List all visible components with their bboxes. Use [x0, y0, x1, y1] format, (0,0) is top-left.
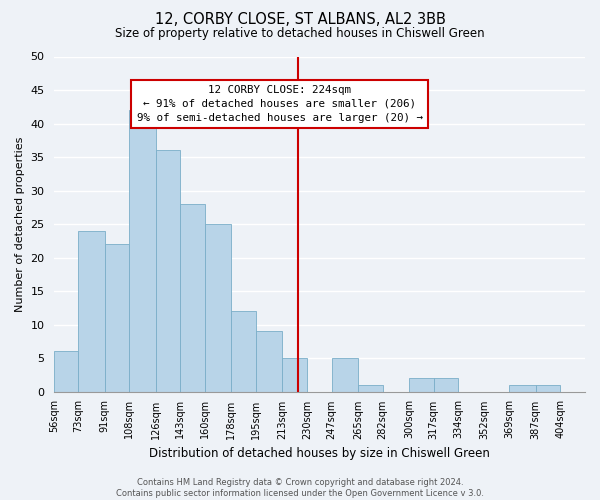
Bar	[358, 385, 383, 392]
Bar	[509, 385, 536, 392]
Bar	[155, 150, 181, 392]
Bar	[130, 110, 155, 392]
Bar	[282, 358, 307, 392]
Text: 12, CORBY CLOSE, ST ALBANS, AL2 3BB: 12, CORBY CLOSE, ST ALBANS, AL2 3BB	[155, 12, 445, 28]
Bar	[536, 385, 560, 392]
Bar	[409, 378, 434, 392]
Bar	[79, 231, 104, 392]
Text: 12 CORBY CLOSE: 224sqm
← 91% of detached houses are smaller (206)
9% of semi-det: 12 CORBY CLOSE: 224sqm ← 91% of detached…	[137, 85, 422, 123]
Bar	[231, 311, 256, 392]
Text: Contains HM Land Registry data © Crown copyright and database right 2024.
Contai: Contains HM Land Registry data © Crown c…	[116, 478, 484, 498]
Bar	[332, 358, 358, 392]
Text: Size of property relative to detached houses in Chiswell Green: Size of property relative to detached ho…	[115, 28, 485, 40]
Bar	[434, 378, 458, 392]
Bar	[104, 244, 130, 392]
Bar	[256, 332, 282, 392]
Bar	[181, 204, 205, 392]
Bar	[205, 224, 231, 392]
Bar	[54, 352, 79, 392]
X-axis label: Distribution of detached houses by size in Chiswell Green: Distribution of detached houses by size …	[149, 447, 490, 460]
Y-axis label: Number of detached properties: Number of detached properties	[15, 136, 25, 312]
